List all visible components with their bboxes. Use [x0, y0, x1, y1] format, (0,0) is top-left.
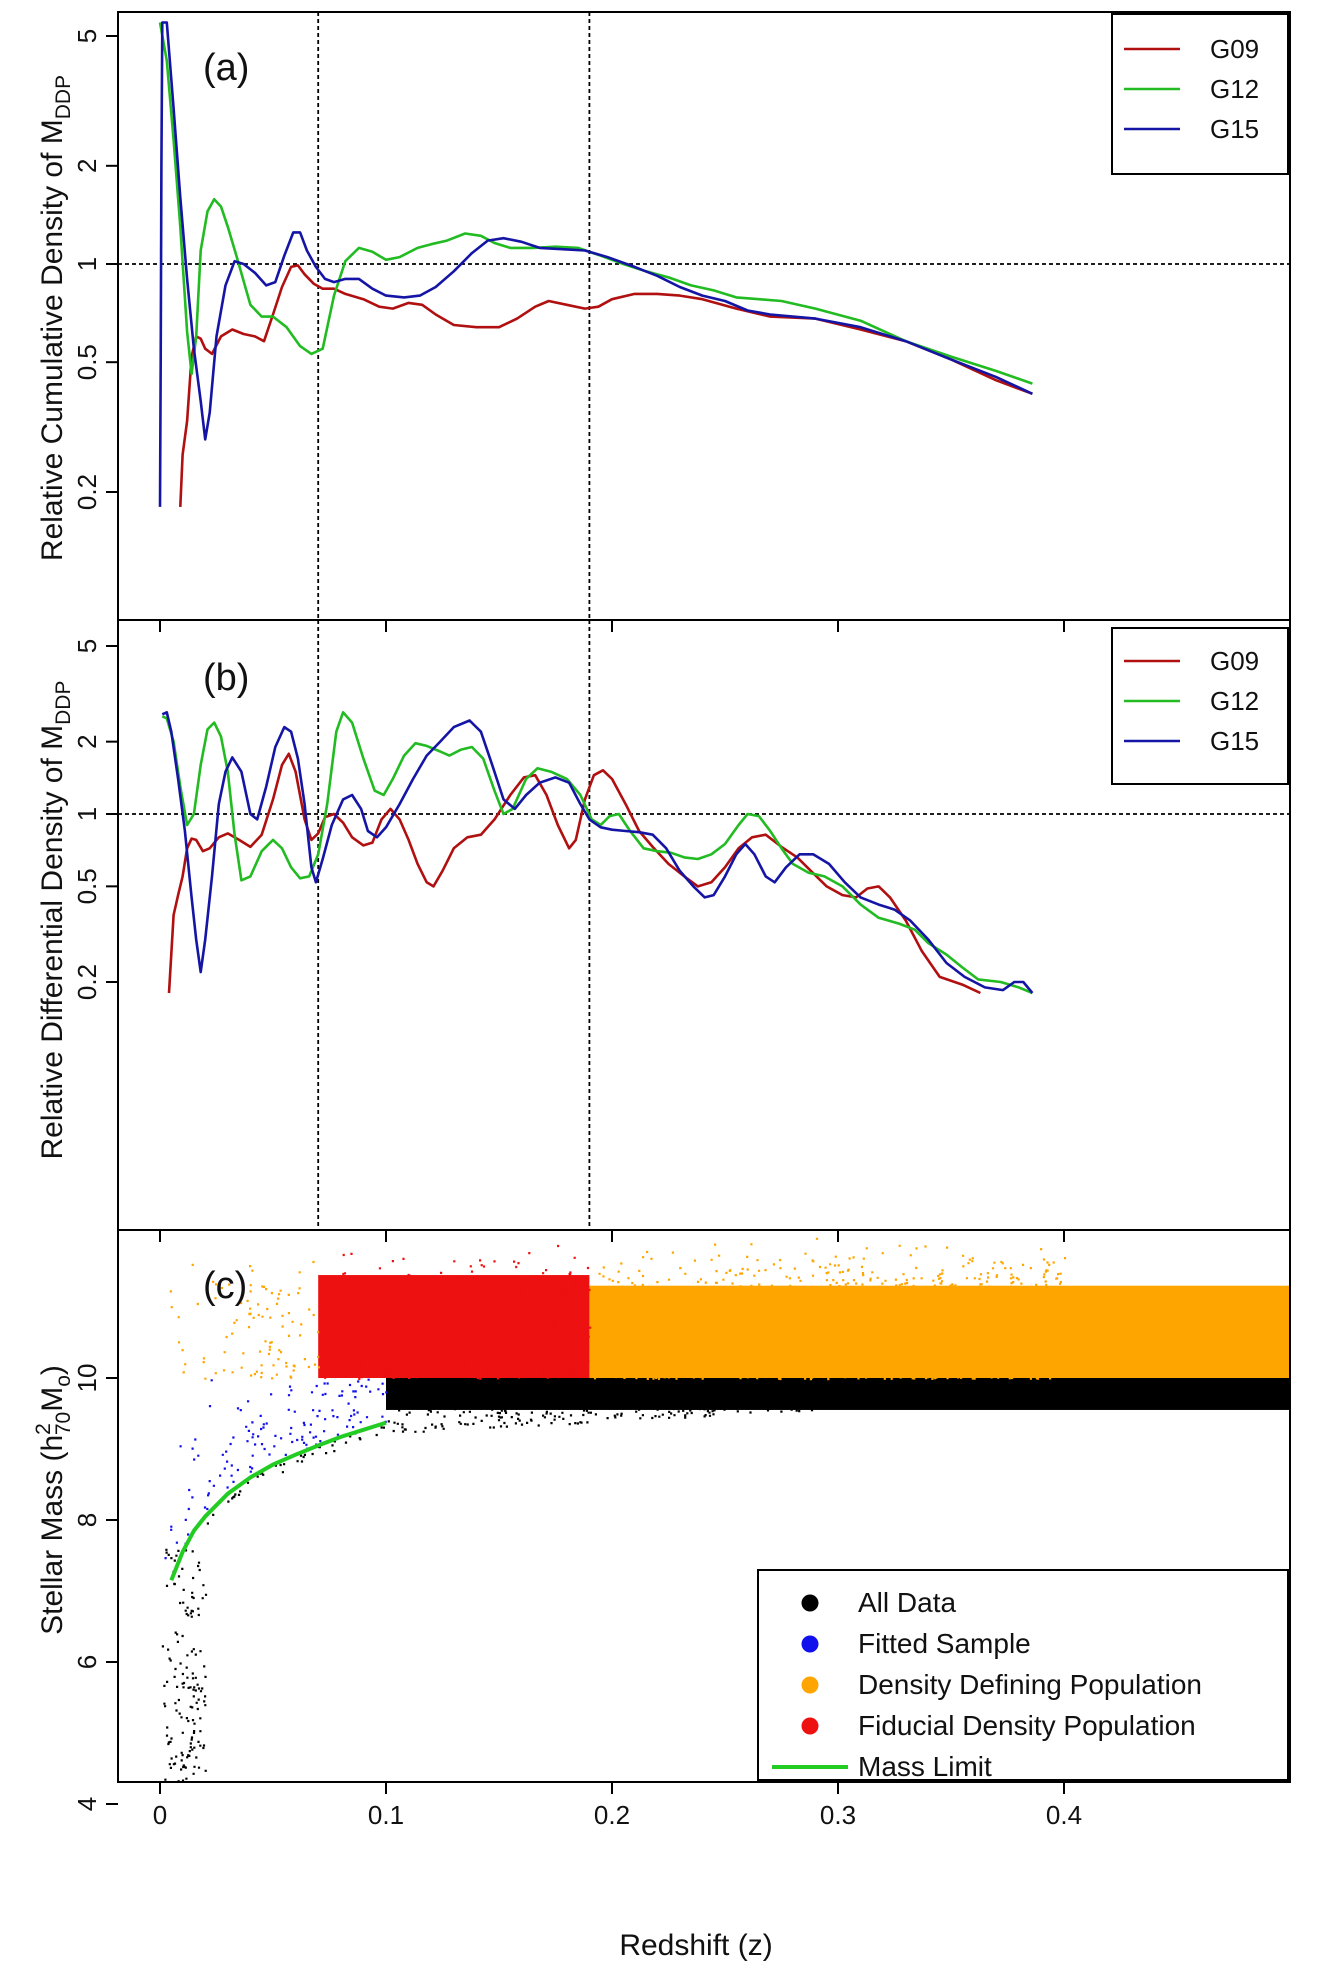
panel-a: 0.2 0.5 1 2 5 (a) Relative Cumulative Densit… [36, 11, 1291, 632]
panel-a-legend-box [1111, 13, 1289, 175]
legend-label-g09: G09 [1210, 34, 1259, 64]
y-tick-label: 5 [72, 639, 102, 653]
y-tick-label: 10 [72, 1364, 102, 1393]
series-line-g09 [167, 752, 981, 995]
y-tick-label: 0.5 [72, 868, 102, 904]
x-tick-label: 0.1 [368, 1800, 404, 1830]
y-tick-label: 4 [72, 1797, 102, 1811]
legend-swatch-point [801, 1635, 819, 1653]
panel-a-legend: G09 G12 G15 [1111, 13, 1289, 175]
panel-c-legend-box [757, 1569, 1289, 1781]
panel-c-ylabel: Stellar Mass (h270Mo) [32, 1365, 75, 1635]
legend-label: Mass Limit [858, 1751, 992, 1782]
scatter-points-density-defining [169, 1237, 1067, 1381]
series-line-g09 [179, 264, 1033, 507]
panel-c: 4 6 8 10 0 0.1 0.2 0.3 0.4 (c) Stellar Mass (h27… [32, 1229, 1291, 1962]
legend-swatch-point [801, 1676, 819, 1694]
series-line-g15 [161, 710, 1034, 994]
y-tick-label: 0.5 [72, 344, 102, 380]
mass-limit-line [169, 1420, 387, 1582]
legend-label: Fitted Sample [858, 1628, 1031, 1659]
y-tick-label: 0.2 [72, 474, 102, 510]
x-tick-label: 0.4 [1046, 1800, 1082, 1830]
legend-label-g15: G15 [1210, 726, 1259, 756]
y-tick-label: 2 [72, 159, 102, 173]
panel-a-tag: (a) [203, 47, 249, 89]
y-tick-label: 8 [72, 1513, 102, 1527]
panel-c-frame [117, 1229, 1291, 1783]
panel-b: 0.2 0.5 1 2 5 (b) Relative Differential Dens… [36, 619, 1291, 1242]
legend-label-g12: G12 [1210, 686, 1259, 716]
y-tick-label: 0.2 [72, 964, 102, 1000]
series-line-g12 [161, 710, 1033, 995]
y-tick-label: 6 [72, 1655, 102, 1669]
legend-label: Density Defining Population [858, 1669, 1202, 1700]
panel-a-ylabel: Relative Cumulative Density of MDDP [36, 75, 75, 561]
legend-swatch-point [801, 1717, 819, 1735]
x-tick-label: 0.3 [820, 1800, 856, 1830]
x-axis-title: Redshift (z) [619, 1929, 772, 1962]
panel-b-legend: G09 G12 G15 [1111, 627, 1289, 785]
legend-label-g09: G09 [1210, 646, 1259, 676]
x-tick-label: 0 [153, 1800, 167, 1830]
legend-swatch-point [801, 1594, 819, 1612]
panel-c-legend: All Data Fitted Sample Density Defining Po… [757, 1569, 1289, 1782]
legend-label-g12: G12 [1210, 74, 1259, 104]
panel-b-legend-box [1111, 627, 1289, 785]
y-tick-label: 5 [72, 29, 102, 43]
y-tick-label: 1 [72, 807, 102, 821]
legend-label: Fiducial Density Population [858, 1710, 1196, 1741]
scatter-points-fiducial-density [319, 1244, 592, 1381]
y-tick-label: 2 [72, 734, 102, 748]
series-line-g15 [158, 21, 1033, 507]
panel-b-tag: (b) [203, 657, 249, 699]
legend-label: All Data [858, 1587, 956, 1618]
panel-b-ylabel: Relative Differential Density of MDDP [36, 681, 75, 1160]
y-tick-label: 1 [72, 257, 102, 271]
panel-c-tag: (c) [203, 1265, 247, 1307]
scatter-points-fitted-sample [164, 1378, 388, 1560]
series-line-g12 [158, 22, 1033, 385]
legend-label-g15: G15 [1210, 114, 1259, 144]
x-tick-label: 0.2 [594, 1800, 630, 1830]
